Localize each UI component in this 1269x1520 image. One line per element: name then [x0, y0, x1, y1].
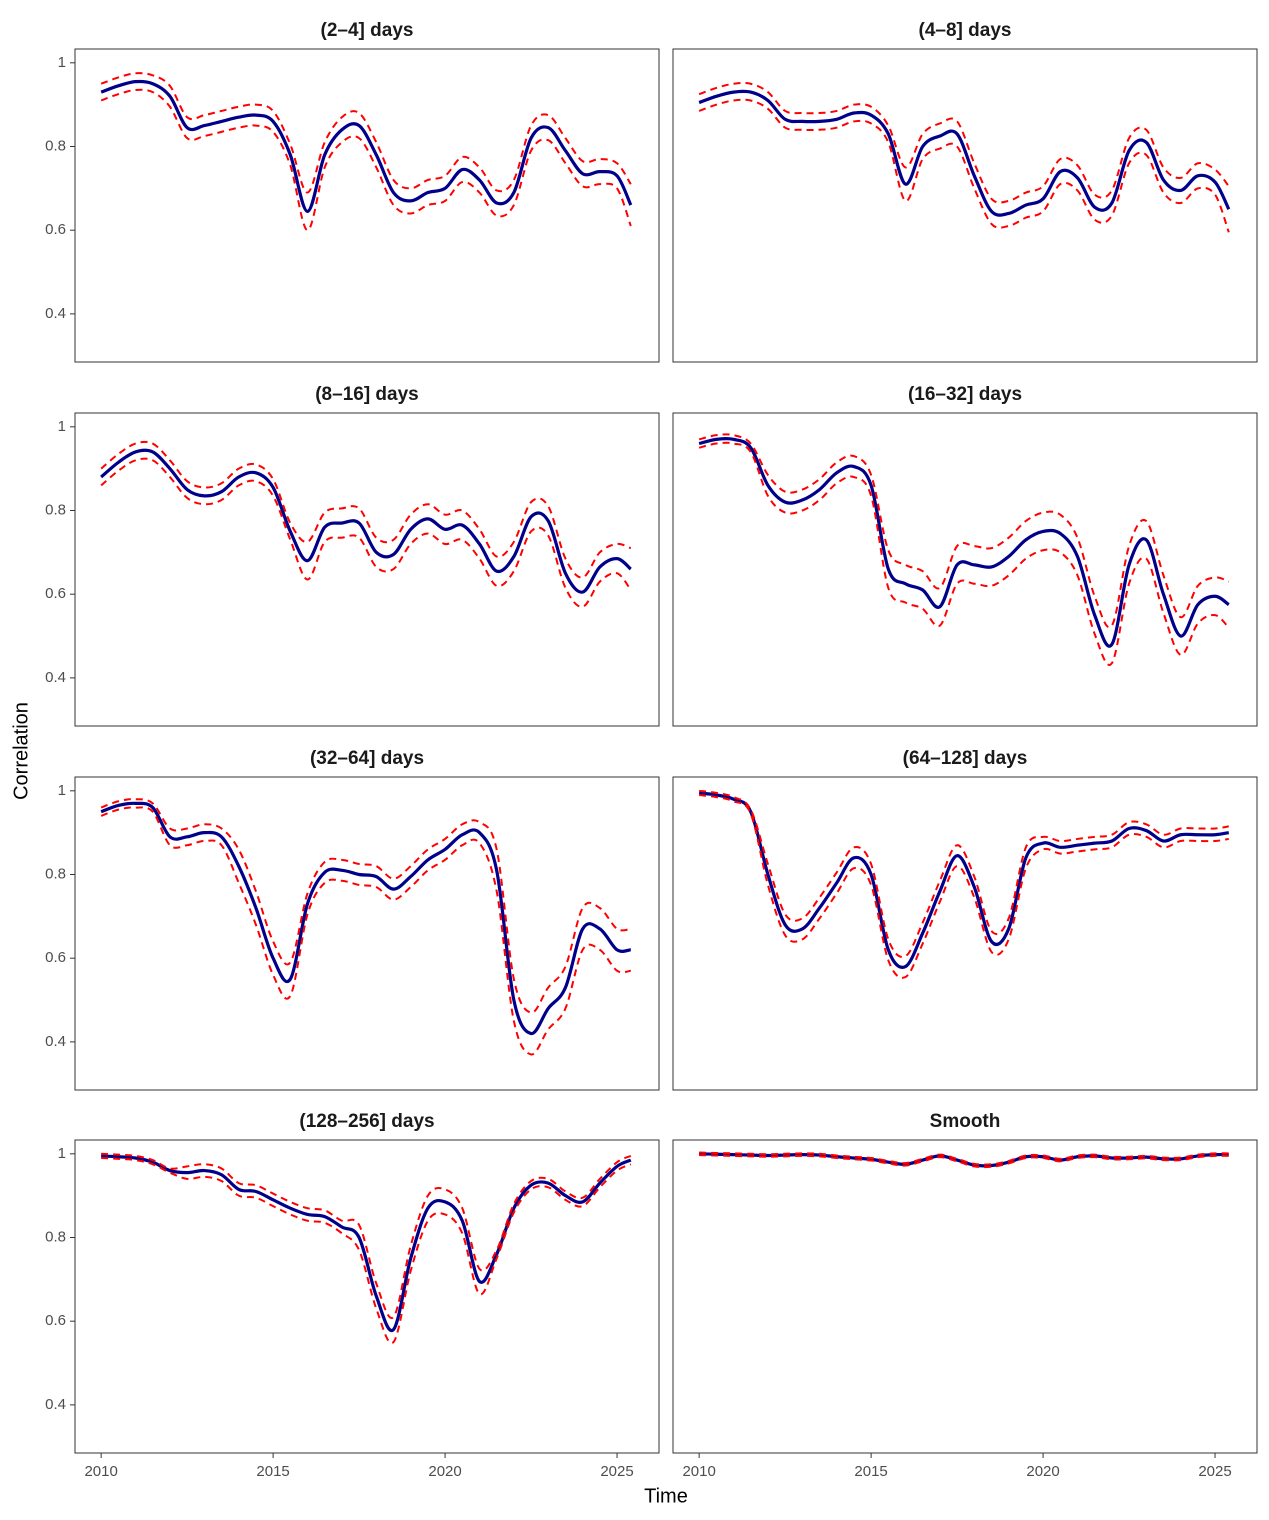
y-tick-label: 0.4 [45, 669, 66, 686]
lines [698, 789, 1230, 979]
estimate-line [698, 791, 1230, 969]
band-line [699, 1154, 1229, 1169]
y-tick-label: 0.6 [45, 221, 66, 238]
band-line [101, 1156, 632, 1345]
y-tick-label: 0.8 [45, 137, 66, 154]
band-line [698, 433, 1230, 629]
x-tick-label: 2025 [1198, 1463, 1231, 1480]
panel-title: (2–4] days [321, 20, 414, 41]
estimate-line [101, 1154, 632, 1333]
y-tick-label: 0.8 [45, 865, 66, 882]
band-line [101, 1152, 632, 1319]
estimate-line [699, 1152, 1229, 1168]
lines [101, 1152, 632, 1345]
y-tick-label: 0.6 [45, 949, 66, 966]
lines [100, 72, 633, 232]
band-line [100, 440, 632, 579]
y-tick-label: 0.8 [45, 1228, 66, 1245]
panel-border [672, 48, 1258, 363]
estimate-line [698, 89, 1231, 217]
panel-border [74, 48, 660, 363]
estimate-line [100, 801, 632, 1036]
estimate-line [100, 79, 633, 213]
panel-border [672, 776, 1258, 1091]
lines [698, 81, 1231, 233]
panel-title: (64–128] days [903, 748, 1028, 769]
panel-border [672, 412, 1258, 727]
x-tick-label: 2015 [256, 1463, 289, 1480]
y-tick-label: 1 [58, 418, 66, 435]
panel-border [74, 1139, 660, 1454]
band-line [100, 806, 631, 1056]
y-tick-label: 0.4 [45, 1033, 66, 1050]
x-tick-label: 2020 [1026, 1463, 1059, 1480]
lines [699, 1151, 1229, 1169]
lines [100, 798, 632, 1056]
panel-title: (16–32] days [908, 384, 1022, 405]
x-tick-label: 2025 [600, 1463, 633, 1480]
x-tick-label: 2020 [428, 1463, 461, 1480]
panel-title: (32–64] days [310, 748, 424, 769]
y-tick-label: 1 [58, 1145, 66, 1162]
y-tick-label: 0.8 [45, 501, 66, 518]
band-line [699, 789, 1229, 958]
band-line [699, 1151, 1229, 1166]
panel-title: (4–8] days [919, 20, 1012, 41]
estimate-line [100, 448, 632, 594]
panel-title: (8–16] days [315, 384, 419, 405]
x-tick-label: 2015 [854, 1463, 887, 1480]
panel-border [74, 412, 660, 727]
y-tick-label: 1 [58, 782, 66, 799]
lines [698, 433, 1230, 666]
panel-title: (128–256] days [299, 1111, 434, 1132]
y-tick-label: 0.4 [45, 305, 66, 322]
band-line [100, 457, 632, 608]
estimate-line [698, 436, 1230, 648]
x-axis-title: Time [644, 1485, 688, 1507]
panel-border [672, 1139, 1258, 1454]
band-line [100, 72, 632, 194]
panel-border [74, 776, 660, 1091]
y-tick-label: 0.4 [45, 1396, 66, 1413]
y-tick-label: 0.6 [45, 585, 66, 602]
band-line [698, 81, 1230, 204]
y-tick-label: 1 [58, 54, 66, 71]
lines [100, 440, 632, 608]
y-tick-label: 0.6 [45, 1312, 66, 1329]
band-line [699, 794, 1229, 979]
band-line [100, 88, 632, 232]
x-tick-label: 2010 [682, 1463, 715, 1480]
x-tick-label: 2010 [84, 1463, 117, 1480]
band-line [698, 98, 1230, 233]
y-axis-title: Correlation [10, 702, 32, 800]
panel-title: Smooth [930, 1111, 1001, 1132]
band-line [100, 798, 631, 1014]
